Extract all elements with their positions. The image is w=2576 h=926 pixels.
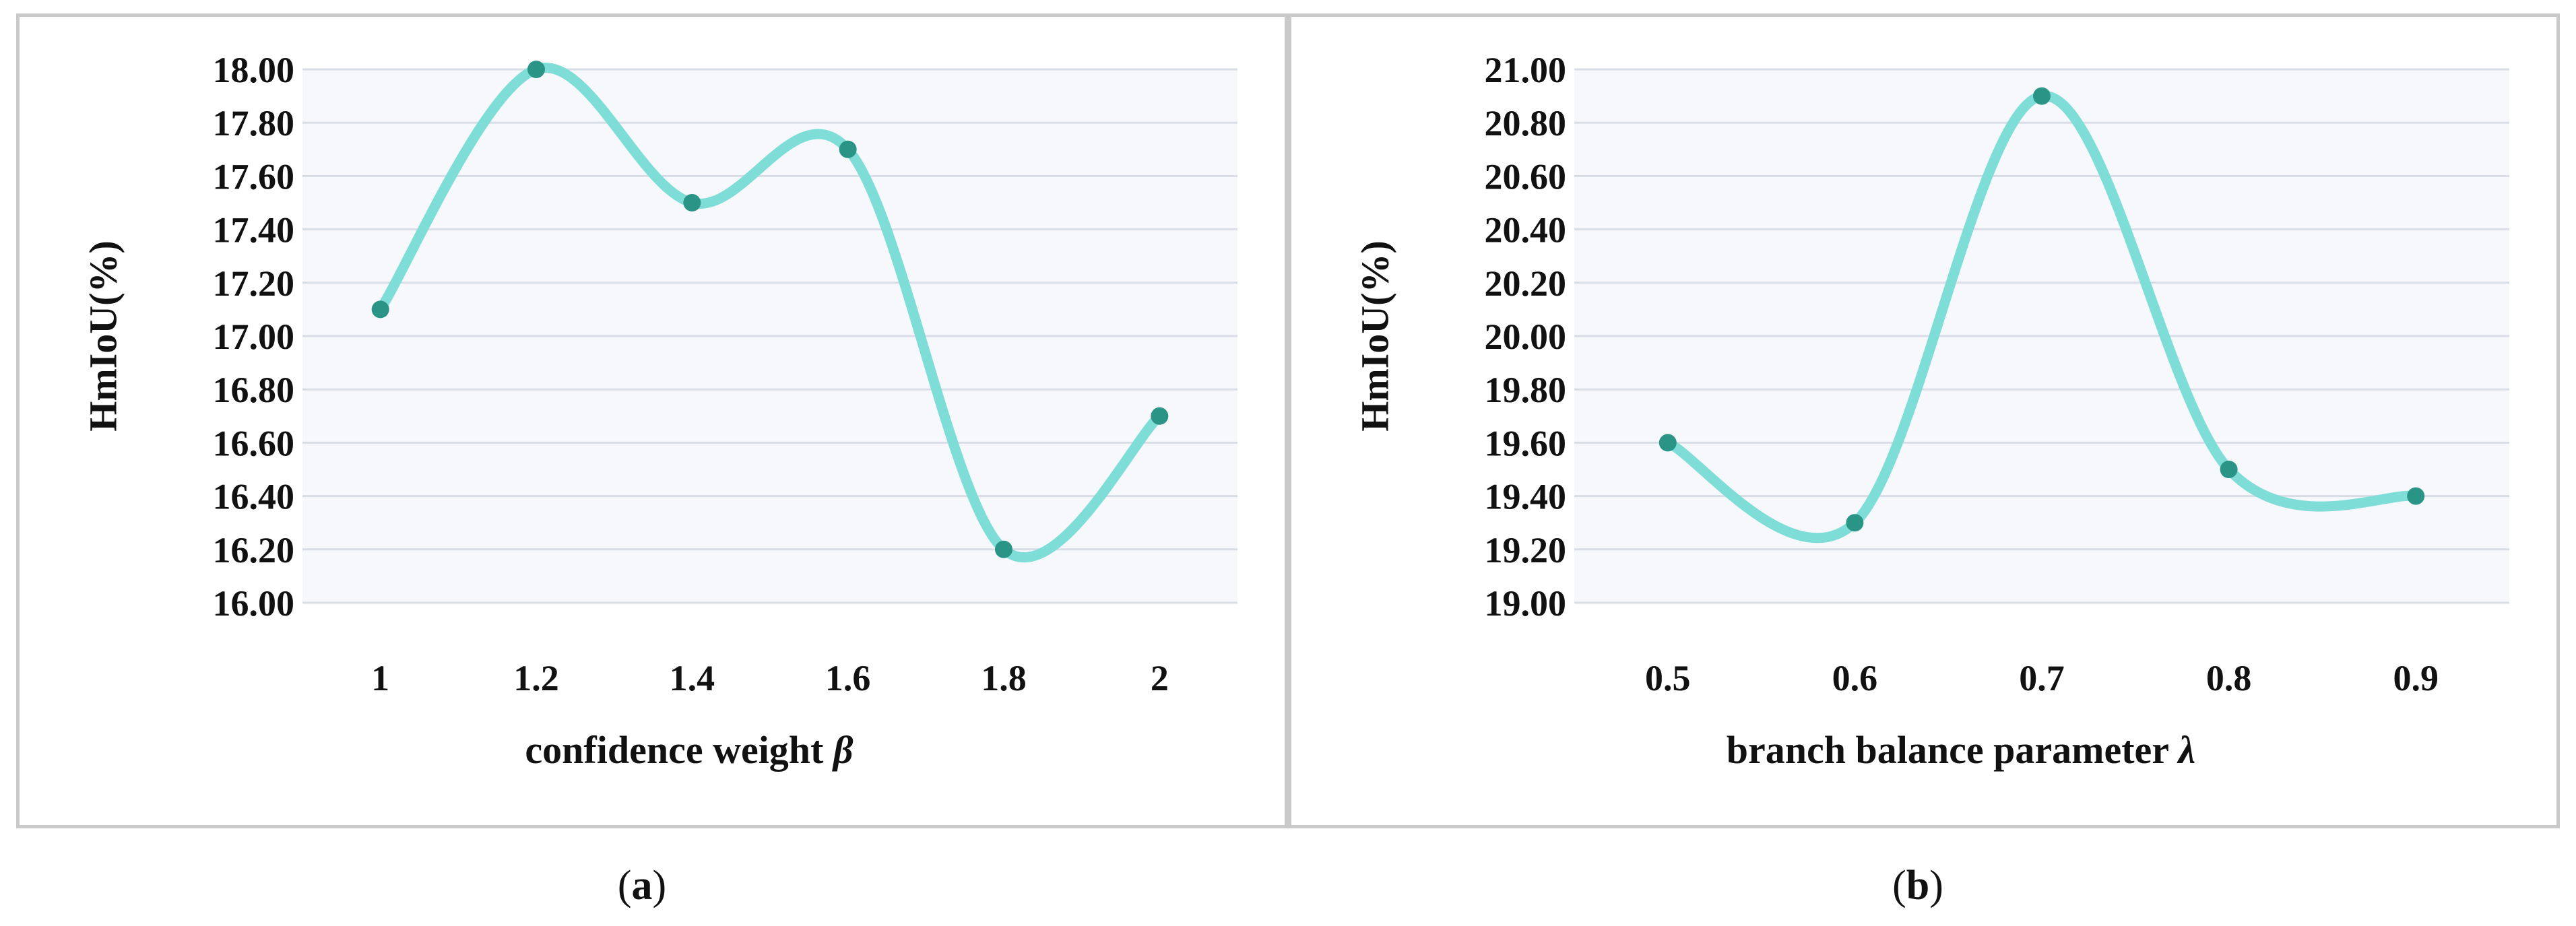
y-tick-label: 16.20 — [213, 530, 295, 570]
data-point — [839, 140, 857, 158]
y-tick-label: 19.40 — [1485, 477, 1567, 517]
series-line — [375, 63, 1165, 562]
x-tick-label: 1.8 — [981, 658, 1027, 698]
chart-panel-b: 19.00 19.20 19.40 19.60 19.80 20.00 20.20 20.40… — [1288, 13, 2560, 828]
x-tick-label: 1.4 — [670, 658, 715, 698]
x-tick-label: 1.6 — [825, 658, 871, 698]
y-tick-label: 20.80 — [1485, 103, 1567, 143]
data-point — [2033, 87, 2051, 105]
y-tick-label: 17.20 — [213, 263, 295, 304]
caption-a: (a) — [617, 863, 667, 908]
y-tick-label: 16.60 — [213, 423, 295, 463]
x-tick-label: 0.8 — [2206, 658, 2252, 698]
x-tick-label: 2 — [1151, 658, 1169, 698]
data-point — [1846, 514, 1864, 532]
data-point — [2220, 461, 2238, 478]
y-tick-label: 20.20 — [1485, 263, 1567, 304]
x-tick-label: 0.7 — [2019, 658, 2065, 698]
y-tick-label: 17.00 — [213, 317, 295, 357]
x-axis-label: branch balance parameter λ — [1727, 728, 2195, 772]
y-tick-label: 18.00 — [213, 50, 295, 90]
y-tick-label: 21.00 — [1485, 50, 1567, 90]
y-tick-label: 17.60 — [213, 156, 295, 197]
x-tick-label: 1.2 — [513, 658, 559, 698]
y-tick-label: 20.60 — [1485, 156, 1567, 197]
data-point — [2407, 487, 2425, 505]
x-axis-label: confidence weight β — [525, 728, 854, 772]
data-point — [1151, 407, 1169, 425]
data-point — [995, 540, 1012, 558]
data-point — [1659, 434, 1677, 452]
y-axis-label: HmIoU(%) — [81, 240, 125, 432]
data-point — [683, 194, 701, 211]
caption-b: (b) — [1892, 863, 1943, 908]
data-point — [371, 300, 389, 319]
y-tick-label: 19.20 — [1485, 530, 1567, 570]
y-tick-label: 16.00 — [213, 583, 295, 624]
y-tick-label: 16.40 — [213, 477, 295, 517]
x-tick-label: 1 — [371, 658, 389, 698]
chart-b-svg: 19.00 19.20 19.40 19.60 19.80 20.00 20.20 20.40… — [1353, 50, 2509, 772]
x-tick-label: 0.9 — [2393, 658, 2439, 698]
y-tick-label: 19.00 — [1485, 583, 1567, 624]
y-axis-label: HmIoU(%) — [1353, 240, 1396, 432]
x-tick-label: 0.6 — [1832, 658, 1878, 698]
y-tick-label: 16.80 — [213, 370, 295, 410]
y-tick-label: 17.40 — [213, 210, 295, 251]
y-tick-label: 19.60 — [1485, 423, 1567, 463]
x-tick-label: 0.5 — [1645, 658, 1691, 698]
y-tick-label: 20.00 — [1485, 317, 1567, 357]
data-point — [527, 61, 545, 78]
y-tick-label: 20.40 — [1485, 210, 1567, 251]
chart-a-svg: 16.00 16.20 16.40 16.60 16.80 17.00 17.20 17.40… — [81, 50, 1237, 772]
y-tick-label: 19.80 — [1485, 370, 1567, 410]
chart-panel-a: 16.00 16.20 16.40 16.60 16.80 17.00 17.20 17.40… — [16, 13, 1288, 828]
y-tick-label: 17.80 — [213, 103, 295, 143]
